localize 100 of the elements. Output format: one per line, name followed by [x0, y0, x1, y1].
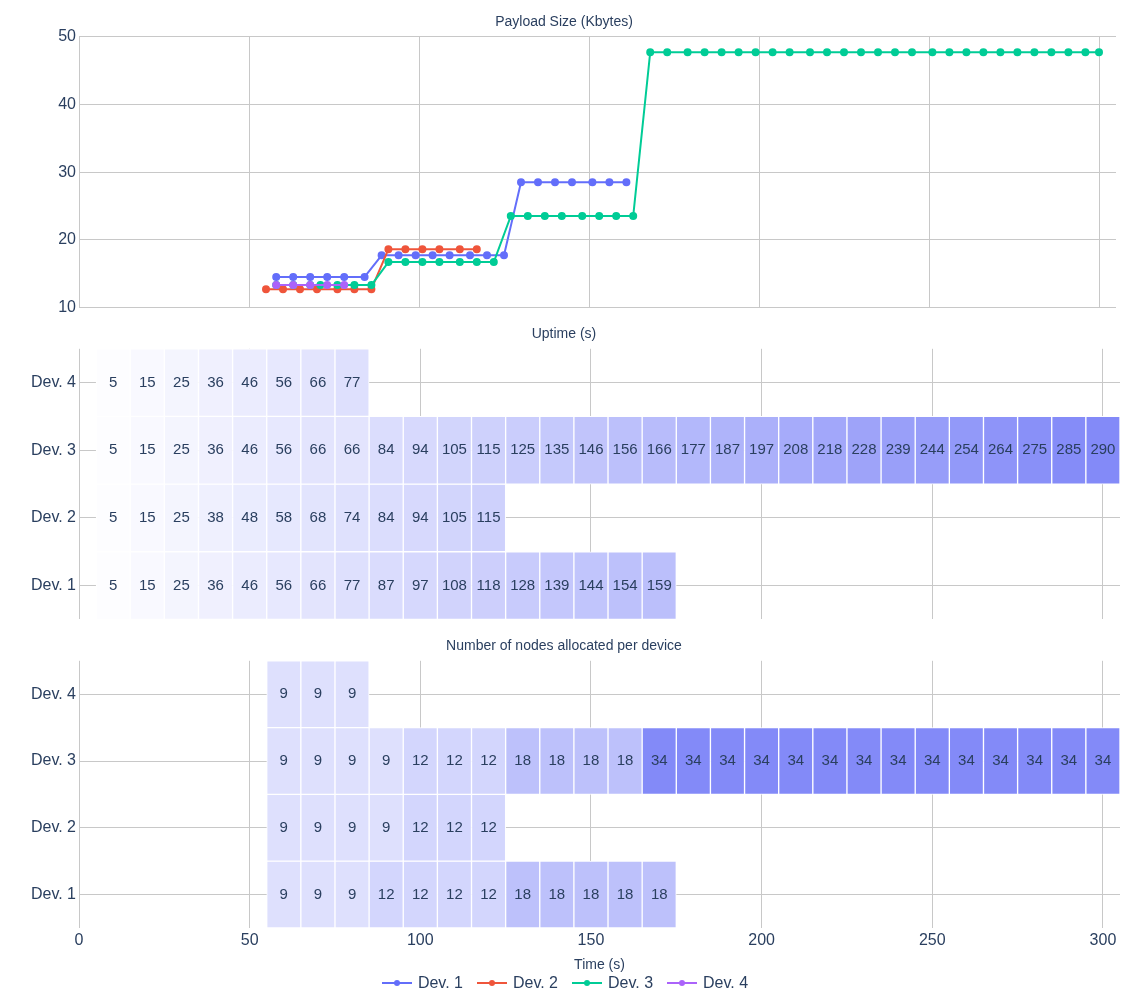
data-label: 66: [309, 575, 327, 593]
data-label: 12: [480, 884, 497, 902]
data-label: 34: [685, 751, 702, 769]
data-label: 9: [347, 751, 357, 769]
data-label: 46: [241, 372, 258, 390]
data-label: 18: [548, 751, 566, 769]
data-label: 15: [138, 372, 156, 390]
data-label: 36: [207, 440, 224, 458]
legend-label: Dev. 1: [417, 974, 463, 992]
data-label: 25: [173, 372, 190, 390]
data-label: 177: [680, 440, 706, 458]
data-label: 275: [1022, 440, 1048, 458]
chart-title: Payload Size (Kbytes): [495, 13, 633, 30]
data-label: 9: [313, 817, 323, 835]
y-tick-label: 50: [58, 27, 77, 45]
y-tick-label: 20: [58, 230, 77, 248]
data-label: 56: [275, 575, 293, 593]
y-tick-label: Dev. 2: [30, 508, 77, 526]
data-label: 12: [446, 751, 463, 769]
y-tick-label: 30: [58, 162, 77, 180]
data-label: 46: [241, 440, 258, 458]
data-label: 18: [616, 884, 634, 902]
data-label: 12: [411, 817, 429, 835]
data-label: 12: [446, 817, 463, 835]
data-label: 56: [275, 372, 293, 390]
data-label: 208: [783, 440, 809, 458]
data-label: 12: [480, 817, 497, 835]
data-label: 34: [821, 751, 839, 769]
data-label: 115: [476, 508, 501, 526]
data-label: 125: [510, 440, 536, 458]
data-label: 58: [275, 508, 293, 526]
x-tick-label: 100: [406, 931, 434, 949]
data-label: 34: [923, 751, 941, 769]
data-label: 74: [343, 508, 361, 526]
y-tick-label: Dev. 3: [30, 440, 77, 458]
data-label: 18: [582, 884, 600, 902]
data-label: 135: [544, 440, 570, 458]
data-label: 12: [480, 751, 497, 769]
data-label: 56: [275, 440, 293, 458]
data-label: 218: [817, 440, 843, 458]
data-label: 290: [1090, 440, 1116, 458]
data-label: 12: [411, 751, 429, 769]
data-label: 166: [646, 440, 672, 458]
data-label: 25: [173, 508, 190, 526]
data-label: 159: [646, 575, 672, 593]
data-label: 18: [582, 751, 600, 769]
y-tick-label: Dev. 1: [30, 885, 77, 903]
data-label: 36: [207, 372, 224, 390]
data-label: 34: [958, 751, 975, 769]
data-label: 34: [889, 751, 907, 769]
data-label: 9: [382, 751, 391, 769]
data-label: 87: [377, 575, 395, 593]
data-label: 146: [578, 440, 604, 458]
data-label: 34: [1060, 751, 1078, 769]
data-label: 84: [377, 440, 395, 458]
data-label: 115: [476, 440, 501, 458]
data-label: 94: [411, 440, 429, 458]
y-tick-label: Dev. 4: [30, 684, 77, 702]
y-tick-label: 10: [58, 297, 77, 315]
data-label: 9: [279, 684, 288, 702]
data-label: 9: [279, 884, 288, 902]
x-tick-label: 150: [577, 931, 605, 949]
data-label: 25: [173, 440, 190, 458]
data-label: 9: [279, 751, 288, 769]
data-label: 9: [347, 684, 357, 702]
data-label: 18: [616, 751, 634, 769]
data-label: 36: [207, 575, 224, 593]
data-label: 25: [173, 575, 190, 593]
data-label: 84: [377, 508, 395, 526]
data-label: 118: [476, 575, 501, 593]
data-label: 239: [885, 440, 911, 458]
data-label: 18: [650, 884, 668, 902]
data-label: 105: [441, 508, 467, 526]
data-label: 9: [347, 884, 357, 902]
data-label: 66: [309, 372, 327, 390]
y-tick-label: Dev. 2: [30, 818, 77, 836]
data-label: 264: [988, 440, 1014, 458]
data-label: 77: [343, 372, 361, 390]
chart-title: Number of nodes allocated per device: [446, 637, 683, 654]
x-tick-label: 200: [748, 931, 776, 949]
data-label: 244: [919, 440, 945, 458]
data-label: 285: [1056, 440, 1082, 458]
data-label: 34: [787, 751, 805, 769]
y-tick-label: Dev. 4: [30, 373, 77, 391]
data-label: 66: [309, 440, 327, 458]
x-tick-label: 300: [1089, 931, 1117, 949]
data-label: 5: [108, 575, 118, 593]
data-label: 9: [313, 884, 323, 902]
data-label: 254: [953, 440, 979, 458]
data-label: 228: [851, 440, 877, 458]
data-label: 12: [377, 884, 395, 902]
data-label: 9: [313, 751, 323, 769]
data-label: 5: [108, 508, 118, 526]
data-label: 5: [108, 372, 118, 390]
data-label: 12: [411, 884, 429, 902]
data-label: 34: [753, 751, 770, 769]
x-tick-label: 0: [74, 931, 84, 949]
data-label: 187: [714, 440, 741, 458]
data-label: 9: [279, 817, 288, 835]
data-label: 34: [650, 751, 668, 769]
